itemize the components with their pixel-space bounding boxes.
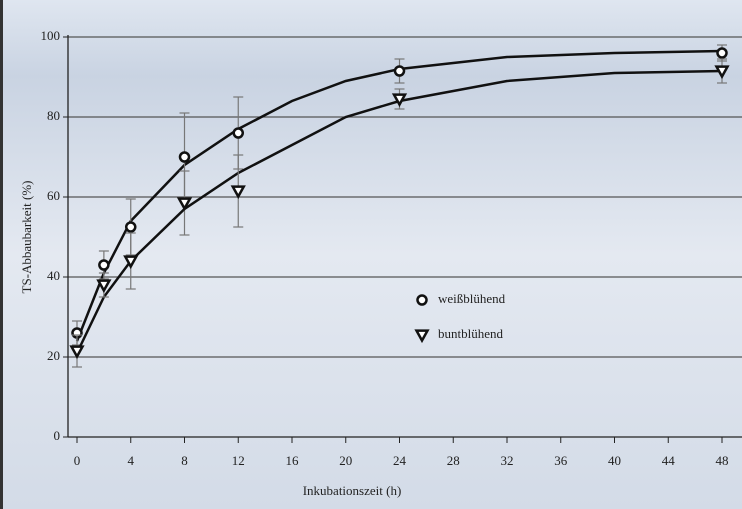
frame-edge bbox=[0, 0, 3, 509]
x-tick-label: 44 bbox=[662, 453, 676, 468]
chart: Inkubationszeit (h) TS-Abbaubarkeit (%) … bbox=[0, 0, 742, 509]
x-tick-label: 16 bbox=[286, 453, 300, 468]
data-point bbox=[180, 153, 189, 162]
data-point bbox=[234, 129, 243, 138]
x-tick-label: 12 bbox=[232, 453, 245, 468]
x-tick-label: 8 bbox=[181, 453, 188, 468]
x-axis-label: Inkubationszeit (h) bbox=[303, 483, 402, 498]
y-tick-label: 60 bbox=[47, 188, 60, 203]
x-tick-label: 4 bbox=[128, 453, 135, 468]
legend-label: buntblühend bbox=[438, 326, 503, 341]
x-tick-label: 36 bbox=[554, 453, 568, 468]
x-tick-label: 32 bbox=[501, 453, 514, 468]
x-tick-label: 40 bbox=[608, 453, 621, 468]
x-tick-label: 20 bbox=[339, 453, 352, 468]
legend-label: weißblühend bbox=[438, 291, 506, 306]
y-tick-label: 80 bbox=[47, 108, 60, 123]
legend-marker bbox=[418, 296, 427, 305]
y-axis-label: TS-Abbaubarkeit (%) bbox=[19, 181, 34, 294]
data-point bbox=[126, 223, 135, 232]
y-tick-label: 100 bbox=[41, 28, 61, 43]
x-tick-label: 24 bbox=[393, 453, 407, 468]
y-tick-label: 20 bbox=[47, 348, 60, 363]
y-tick-label: 0 bbox=[54, 428, 61, 443]
x-tick-label: 28 bbox=[447, 453, 460, 468]
x-tick-label: 48 bbox=[716, 453, 729, 468]
data-point bbox=[718, 49, 727, 58]
x-tick-label: 0 bbox=[74, 453, 81, 468]
data-point bbox=[395, 67, 404, 76]
y-tick-label: 40 bbox=[47, 268, 60, 283]
data-point bbox=[99, 261, 108, 270]
page: {"chart_data": { "type": "scatter", "x_l… bbox=[0, 0, 742, 509]
